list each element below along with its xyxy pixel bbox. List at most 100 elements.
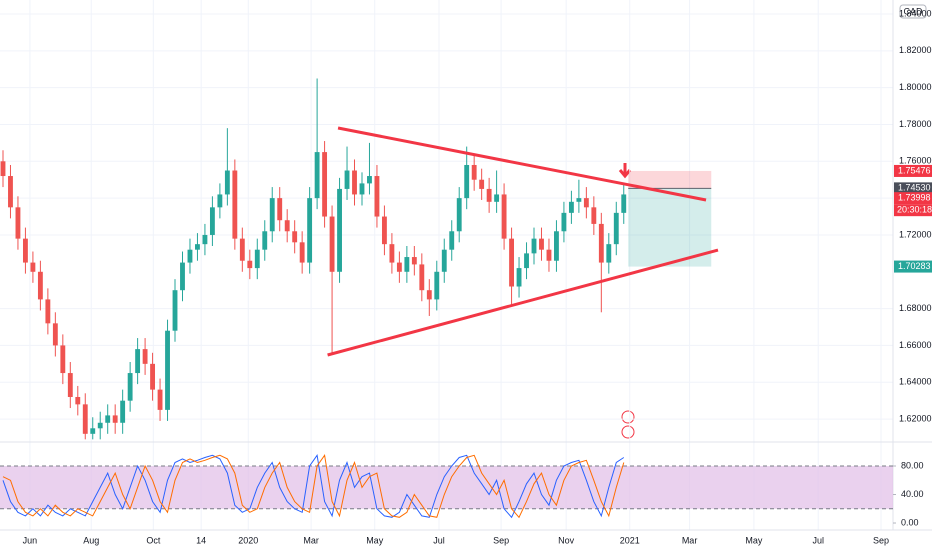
candle-body xyxy=(22,238,28,263)
candle-body xyxy=(284,220,290,232)
candle-body xyxy=(404,257,410,272)
candle-body xyxy=(82,404,88,434)
candle-body xyxy=(621,194,627,213)
candle-body xyxy=(516,268,522,287)
candle-body xyxy=(337,188,342,272)
oscillator-line xyxy=(2,454,625,519)
candle-body xyxy=(568,201,574,213)
y-tick-label: 1.82000 xyxy=(899,45,932,55)
x-tick-label: Jul xyxy=(433,535,445,545)
candle-body xyxy=(202,234,208,245)
candle-body xyxy=(142,349,148,364)
candle-body xyxy=(307,198,313,263)
y-tick-label: 1.84000 xyxy=(899,8,932,18)
currency-box[interactable] xyxy=(899,4,927,19)
stop-zone xyxy=(628,170,712,189)
x-tick-label: Oct xyxy=(146,535,161,545)
candle-body xyxy=(411,257,417,265)
candle-body xyxy=(8,176,13,208)
x-tick-label: Mar xyxy=(682,535,698,545)
candle-body xyxy=(37,271,43,300)
candle-body xyxy=(127,373,133,401)
candle-body xyxy=(606,244,612,263)
candle-body xyxy=(120,400,126,423)
x-tick-label: 14 xyxy=(196,535,206,545)
candle-body xyxy=(30,262,36,272)
candle-body xyxy=(396,262,402,272)
price-label: 1.74530 xyxy=(898,183,931,193)
y-tick-label: 1.72000 xyxy=(899,229,932,239)
candle-body xyxy=(434,271,440,300)
x-tick-label: May xyxy=(745,535,763,545)
candle-body xyxy=(554,231,559,261)
price-label-bg xyxy=(894,260,932,273)
candle-body xyxy=(583,198,589,208)
currency: CAD xyxy=(903,6,923,16)
x-tick-label: Nov xyxy=(558,535,575,545)
trendline xyxy=(337,126,707,202)
oscillator-line xyxy=(2,454,625,519)
price-label: 1.70283 xyxy=(898,261,931,271)
candle-body xyxy=(112,415,118,423)
candle-body xyxy=(299,242,305,263)
candle-body xyxy=(367,176,372,184)
y-tick-label: 1.78000 xyxy=(899,119,932,129)
price-label: 1.75476 xyxy=(898,165,931,175)
candle-body xyxy=(195,244,200,250)
candle-body xyxy=(90,428,96,434)
y-tick-label: 1.76000 xyxy=(899,156,932,166)
candle-body xyxy=(45,299,51,324)
x-tick-label: Sep xyxy=(873,535,889,545)
countdown-bg xyxy=(894,204,932,217)
candle-body xyxy=(576,198,582,202)
candle-body xyxy=(598,223,604,263)
candle-body xyxy=(314,152,320,199)
candle-body xyxy=(359,183,365,195)
trendline xyxy=(327,248,719,357)
candle-body xyxy=(546,249,552,261)
countdown: 20:30:18 xyxy=(897,205,932,215)
target-zone xyxy=(628,188,712,267)
signal-arrow xyxy=(618,163,632,179)
candle-body xyxy=(501,194,507,239)
candle-body xyxy=(374,176,380,217)
candle-body xyxy=(15,207,21,239)
candle-body xyxy=(464,164,470,199)
osc-tick-label: 40.00 xyxy=(901,489,924,499)
candle-body xyxy=(344,170,350,189)
candle-body xyxy=(157,389,163,410)
candle-body xyxy=(486,188,492,202)
candle-body xyxy=(67,373,73,397)
x-tick-label: 2021 xyxy=(620,535,640,545)
x-tick-label: May xyxy=(366,535,384,545)
y-tick-label: 1.66000 xyxy=(899,340,932,350)
candle-body xyxy=(509,238,514,287)
candle-body xyxy=(60,345,66,374)
candle-body xyxy=(277,198,283,221)
candle-body xyxy=(479,179,485,189)
candle-body xyxy=(239,238,245,261)
band-fill xyxy=(0,466,893,509)
candle-body xyxy=(262,231,268,250)
candle-body xyxy=(561,212,567,232)
candle-body xyxy=(254,249,260,269)
y-tick-label: 1.80000 xyxy=(899,82,932,92)
candle-body xyxy=(224,170,230,195)
candle-body xyxy=(539,238,544,250)
candle-body xyxy=(269,198,275,232)
price-label-bg xyxy=(894,164,932,177)
x-tick-label: Aug xyxy=(83,535,99,545)
candle-body xyxy=(97,422,103,429)
price-label: 1.73998 xyxy=(898,193,931,203)
candle-body xyxy=(180,262,185,291)
candle-body xyxy=(531,238,537,254)
candle-body xyxy=(217,194,223,208)
candle-body xyxy=(591,207,597,224)
candle-body xyxy=(426,290,432,300)
candle-body xyxy=(209,207,215,235)
x-tick-label: Mar xyxy=(303,535,319,545)
candle-body xyxy=(494,194,500,202)
candle-body xyxy=(135,349,141,374)
candle-body xyxy=(0,161,6,177)
